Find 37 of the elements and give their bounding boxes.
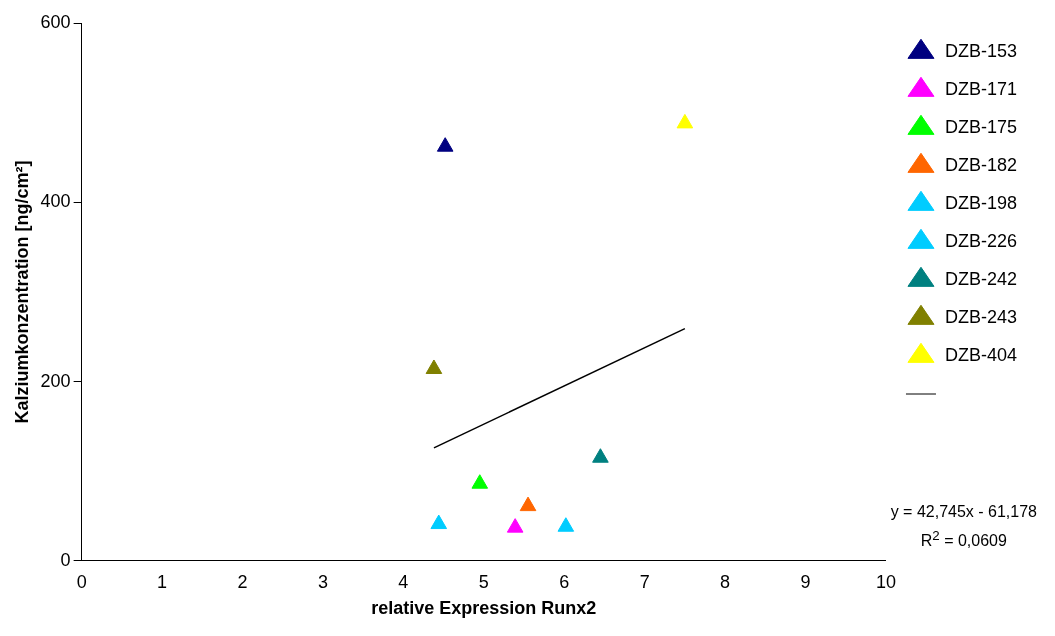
point [471,474,489,489]
point [519,496,537,512]
legend-label: DZB-182 [944,154,1017,175]
legend-label: DZB-171 [944,78,1017,99]
legend-label: DZB-242 [944,268,1017,289]
x-tick-label: 7 [639,571,650,592]
y-tick-label: 400 [40,191,71,212]
legend-label: DZB-243 [944,306,1017,327]
x-tick-label: 2 [237,571,248,592]
point [676,113,694,129]
y-tick-label: 600 [40,11,71,32]
x-tick-label: 3 [317,571,328,592]
x-tick-label: 10 [875,571,896,592]
x-axis-title: relative Expression Runx2 [371,598,597,619]
x-tick-label: 0 [76,571,87,592]
x-tick-label: 4 [398,571,409,592]
point [592,448,609,463]
x-tick-label: 6 [559,571,570,592]
point [425,359,443,374]
x-tick-label: 8 [720,571,731,592]
legend-label: DZB-198 [944,192,1017,213]
y-tick-label: 200 [40,370,71,391]
legend-label: DZB-404 [944,344,1017,365]
legend-label: DZB-153 [944,40,1017,61]
x-tick-label: 1 [157,571,168,592]
x-tick-label: 5 [478,571,489,592]
legend-label: DZB-175 [944,116,1017,137]
y-tick-label: 0 [60,549,71,570]
point [557,517,575,532]
x-tick-label: 9 [800,571,811,592]
text: y = 42,745x - 61,178 [890,502,1037,522]
point [506,518,524,533]
legend-label: DZB-226 [944,230,1017,251]
point [436,137,454,152]
y-axis-title: Kalziumkonzentration [ng/cm²] [11,160,32,424]
text: R$^{2}$ = 0,0609 [919,527,1008,552]
point [430,514,448,530]
